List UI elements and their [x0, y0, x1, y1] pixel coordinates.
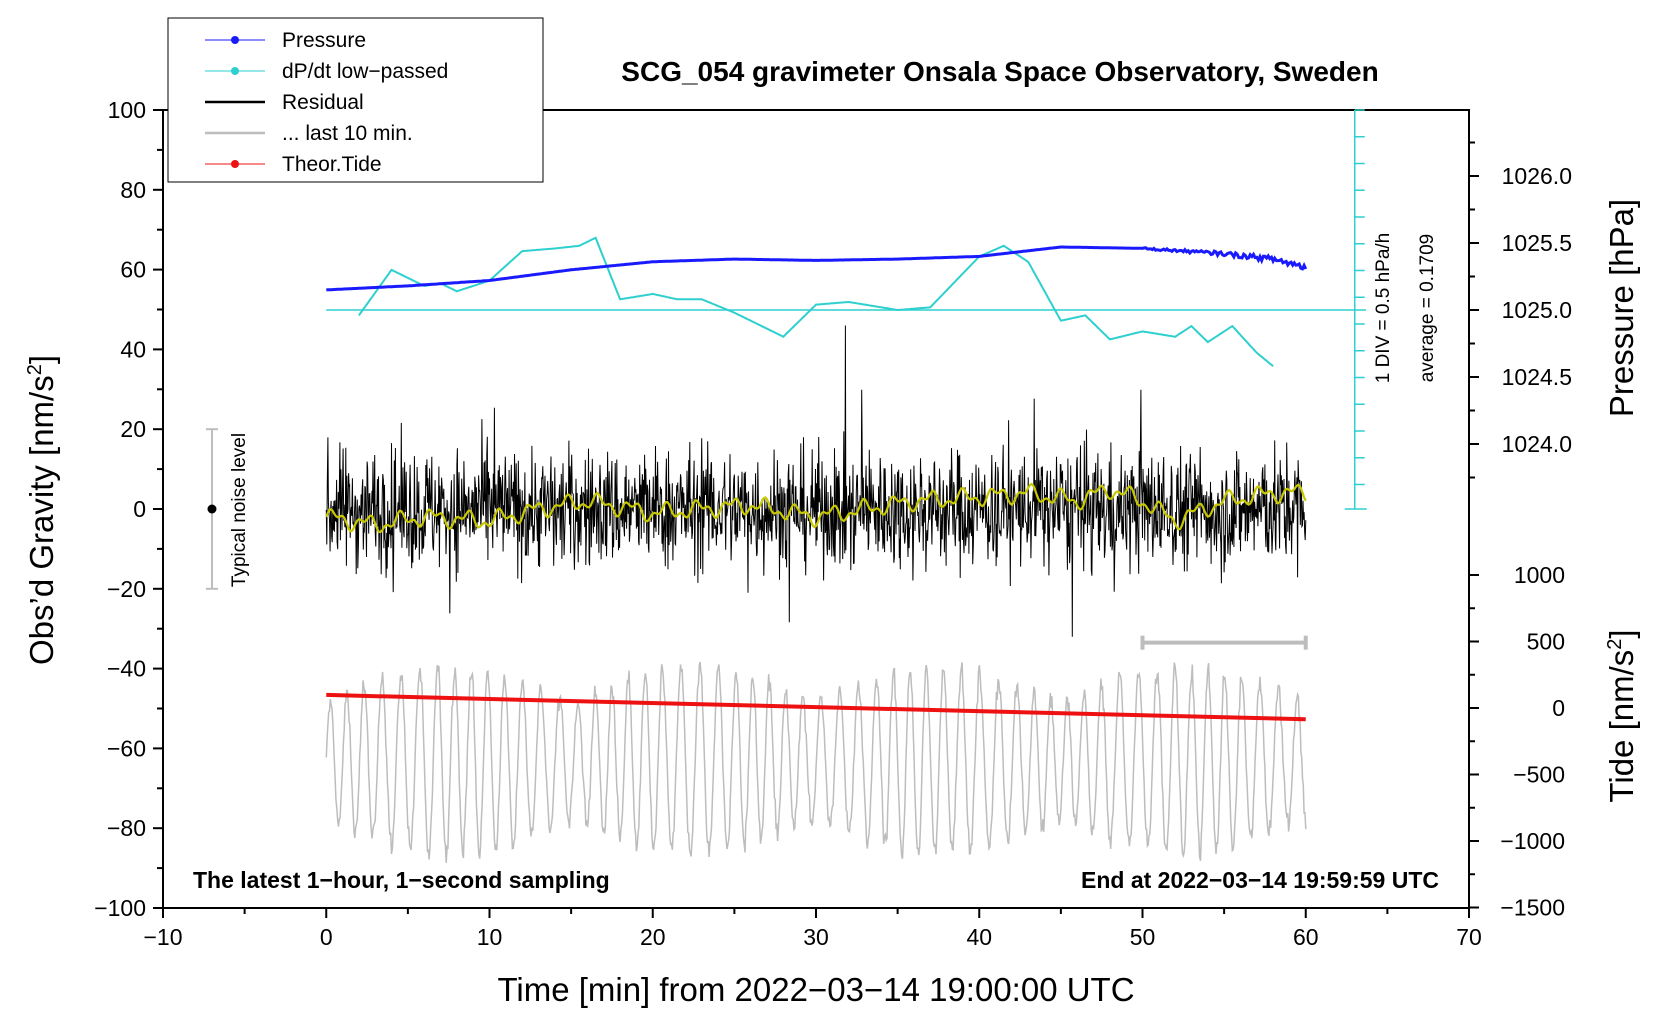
legend-label: dP/dt low−passed — [282, 60, 448, 83]
x-axis-ticks: −10 0 10 20 30 40 50 60 70 — [143, 908, 1482, 950]
pressure-tick-label: 1024.5 — [1502, 364, 1572, 390]
residual-series — [325, 325, 1307, 637]
y-tick-label: −60 — [107, 735, 146, 761]
y-tick-label: 40 — [120, 336, 146, 362]
y-tick-label: 20 — [120, 416, 146, 442]
x-tick-label: 0 — [320, 924, 333, 950]
chart-legend: Pressure dP/dt low−passed Residual ... last… — [167, 17, 544, 183]
legend-marker — [231, 160, 239, 168]
theor-tide-line — [326, 692, 1306, 722]
legend-marker — [231, 67, 239, 75]
legend-label: Residual — [282, 91, 364, 114]
pressure-line — [326, 245, 1308, 292]
pressure-tick-label: 1025.0 — [1502, 297, 1572, 323]
tide-tick-label: 1000 — [1514, 562, 1565, 588]
x-tick-label: 70 — [1456, 924, 1482, 950]
legend-label: Theor.Tide — [282, 153, 382, 176]
y-axis-label-pressure: Pressure [hPa] — [1603, 199, 1640, 417]
residual-smoothed-line — [325, 482, 1307, 534]
noise-level-bar — [205, 428, 218, 590]
legend-label: Pressure — [282, 29, 366, 52]
tide-tick-label: 500 — [1527, 629, 1565, 655]
dpdt-scale-label: 1 DIV = 0.5 hPa/h — [1373, 233, 1394, 384]
x-tick-label: 50 — [1130, 924, 1156, 950]
pressure-series — [326, 245, 1308, 292]
y-tick-label: 60 — [120, 257, 146, 283]
last-10-min-series — [325, 661, 1307, 863]
residual-smoothed-series — [325, 482, 1307, 534]
tide-tick-label: 0 — [1552, 695, 1565, 721]
x-tick-label: 60 — [1293, 924, 1319, 950]
dpdt-scale-bar — [1344, 109, 1367, 510]
x-tick-label: −10 — [143, 924, 182, 950]
tide-tick-label: −500 — [1513, 762, 1565, 788]
y-tick-label: −100 — [94, 895, 146, 921]
residual-line — [325, 325, 1307, 637]
chart-title: SCG_054 gravimeter Onsala Space Observat… — [621, 56, 1378, 87]
y-tick-label: 80 — [120, 177, 146, 203]
x-tick-label: 10 — [477, 924, 503, 950]
noise-bar-center-dot — [207, 504, 217, 514]
last-10-min-bar — [1140, 635, 1308, 650]
y-tick-label: 0 — [133, 496, 146, 522]
x-tick-label: 30 — [803, 924, 829, 950]
y-tick-label: −20 — [107, 576, 146, 602]
y-axis-ticks-tide: −1500 −1000 −500 0 500 1000 — [1469, 562, 1565, 921]
pressure-tick-label: 1024.0 — [1502, 431, 1572, 457]
x-tick-label: 40 — [966, 924, 992, 950]
dpdt-average-label: average = 0.1709 — [1417, 234, 1438, 382]
annotation-bottom-left: The latest 1−hour, 1−second sampling — [193, 867, 610, 893]
tide-tick-label: −1500 — [1500, 895, 1565, 921]
x-tick-label: 20 — [640, 924, 666, 950]
pressure-tick-label: 1026.0 — [1502, 163, 1572, 189]
y-axis-label-gravity: Obs’d Gravity [nm/s2] — [23, 355, 60, 665]
y-axis-ticks-pressure: 1024.0 1024.5 1025.0 1025.5 1026.0 — [1469, 141, 1572, 479]
pressure-tick-label: 1025.5 — [1502, 230, 1572, 256]
y-tick-label: 100 — [108, 97, 146, 123]
legend-label: ... last 10 min. — [282, 122, 413, 145]
theor-tide-series — [326, 692, 1306, 722]
noise-level-label: Typical noise level — [229, 433, 250, 587]
tide-tick-label: −1000 — [1500, 828, 1565, 854]
annotation-bottom-right: End at 2022−03−14 19:59:59 UTC — [1081, 867, 1439, 893]
y-tick-label: −80 — [107, 815, 146, 841]
x-axis-label: Time [min] from 2022−03−14 19:00:00 UTC — [497, 971, 1134, 1008]
y-axis-ticks-gravity: −100 −80 −60 −40 −20 0 20 40 60 80 100 — [94, 97, 163, 921]
y-axis-label-tide: Tide [nm/s2] — [1603, 629, 1640, 802]
dpdt-series — [326, 236, 1366, 367]
legend-box — [167, 17, 544, 183]
y-tick-label: −40 — [107, 656, 146, 682]
dpdt-line — [358, 236, 1274, 367]
legend-marker — [231, 36, 239, 44]
last-10-min-line — [325, 661, 1307, 863]
